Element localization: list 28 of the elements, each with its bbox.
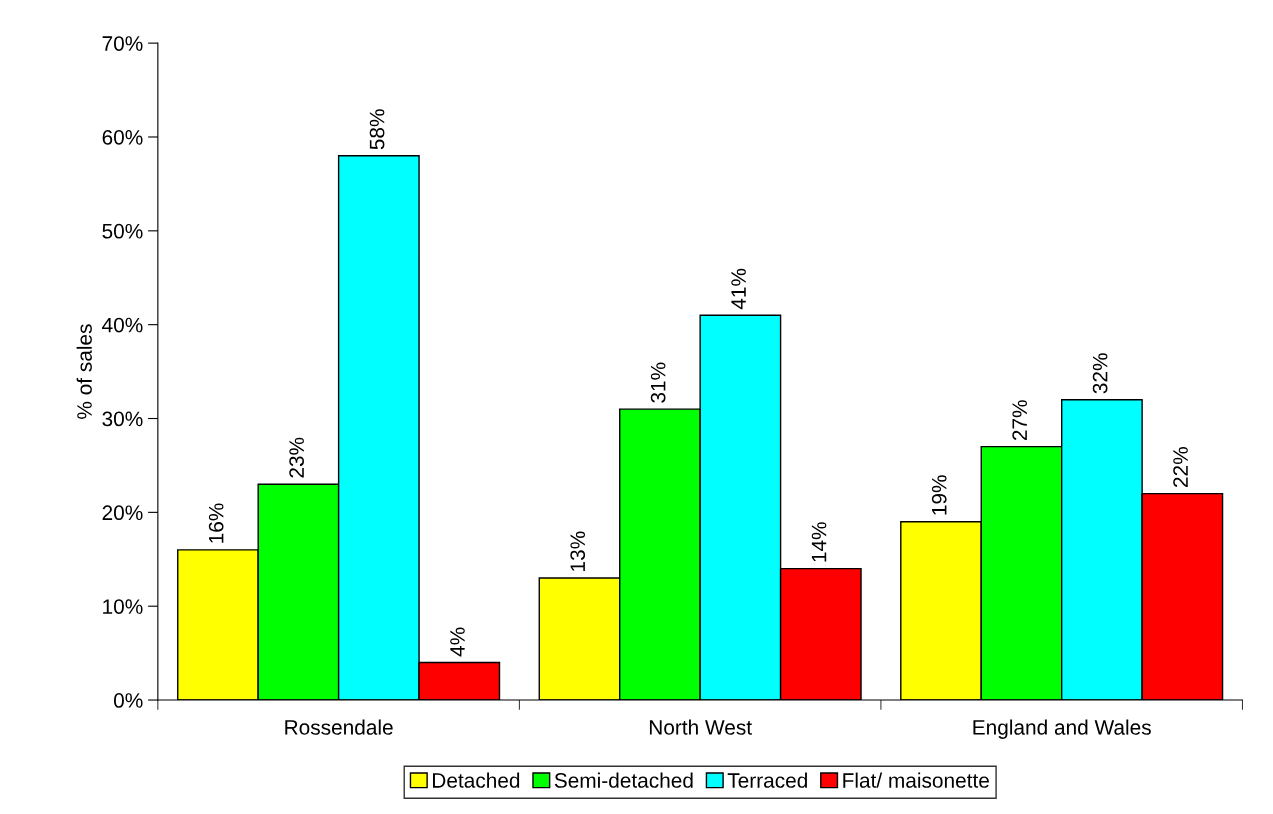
data-label: 58% — [369, 109, 385, 150]
y-tick-label: 60% — [102, 129, 143, 145]
data-label: 27% — [1012, 400, 1027, 441]
x-tick-label: England and Wales — [973, 719, 1151, 739]
y-tick-label: 10% — [103, 599, 143, 614]
data-label: 31% — [650, 362, 666, 403]
y-tick-label: 50% — [102, 223, 143, 239]
y-tick-label: 40% — [102, 317, 143, 333]
data-label: 16% — [208, 503, 224, 543]
x-tick-label: Rossendale — [285, 719, 393, 735]
data-label: 19% — [931, 475, 947, 515]
y-tick-label: 30% — [102, 411, 143, 427]
y-tick-label: 0% — [113, 693, 143, 708]
data-label: 23% — [289, 437, 304, 478]
x-tick-label: North West — [649, 719, 752, 735]
y-tick-label: 20% — [102, 505, 143, 521]
data-label: 22% — [1173, 447, 1188, 487]
data-label: 4% — [450, 627, 465, 657]
y-axis-title: % of sales — [76, 324, 92, 419]
legend-label: Terraced — [727, 772, 807, 788]
legend-label: Flat/ maisonette — [843, 772, 989, 788]
data-label: 14% — [811, 522, 827, 562]
legend-label: Semi-detached — [554, 772, 693, 788]
data-label: 41% — [731, 268, 746, 310]
y-tick-label: 70% — [102, 36, 143, 51]
data-label: 13% — [570, 531, 586, 571]
data-label: 32% — [1092, 353, 1108, 394]
legend-label: Detached — [433, 772, 520, 788]
